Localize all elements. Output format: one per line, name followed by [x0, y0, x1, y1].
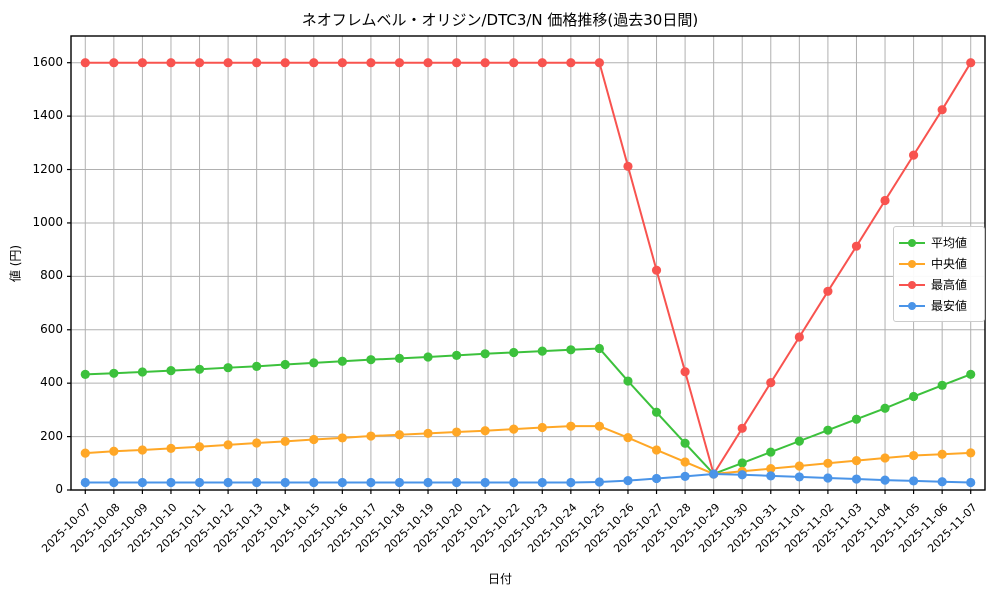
legend-marker-icon: [899, 237, 925, 249]
legend-label: 最高値: [931, 278, 968, 292]
y-tick-label: 1200: [32, 161, 63, 176]
y-tick-label: 400: [40, 375, 63, 390]
y-tick-label: 1400: [32, 108, 63, 123]
legend-item-3[interactable]: 最高値: [899, 274, 978, 295]
legend-marker-icon: [899, 279, 925, 291]
legend-label: 平均値: [931, 236, 968, 250]
chart-legend: 平均値中央値最高値最安値: [893, 226, 985, 322]
y-tick-label: 200: [40, 428, 63, 443]
legend-item-1[interactable]: 平均値: [899, 232, 978, 253]
legend-item-2[interactable]: 中央値: [899, 253, 978, 274]
y-tick-label: 1000: [32, 214, 63, 229]
legend-marker-icon: [899, 300, 925, 312]
x-axis-label: 日付: [487, 572, 512, 586]
y-axis-label: 値 (円): [8, 244, 23, 283]
legend-label: 最安値: [931, 299, 968, 313]
y-tick-label: 0: [55, 482, 63, 496]
legend-marker-icon: [899, 258, 925, 270]
y-tick-label: 800: [40, 268, 63, 283]
y-tick-label: 1600: [32, 54, 63, 69]
chart-title: ネオフレムベル・オリジン/DTC3/N 価格推移(過去30日間): [301, 11, 699, 29]
legend-item-4[interactable]: 最安値: [899, 295, 978, 316]
legend-label: 中央値: [931, 257, 968, 271]
y-tick-label: 600: [40, 321, 63, 336]
